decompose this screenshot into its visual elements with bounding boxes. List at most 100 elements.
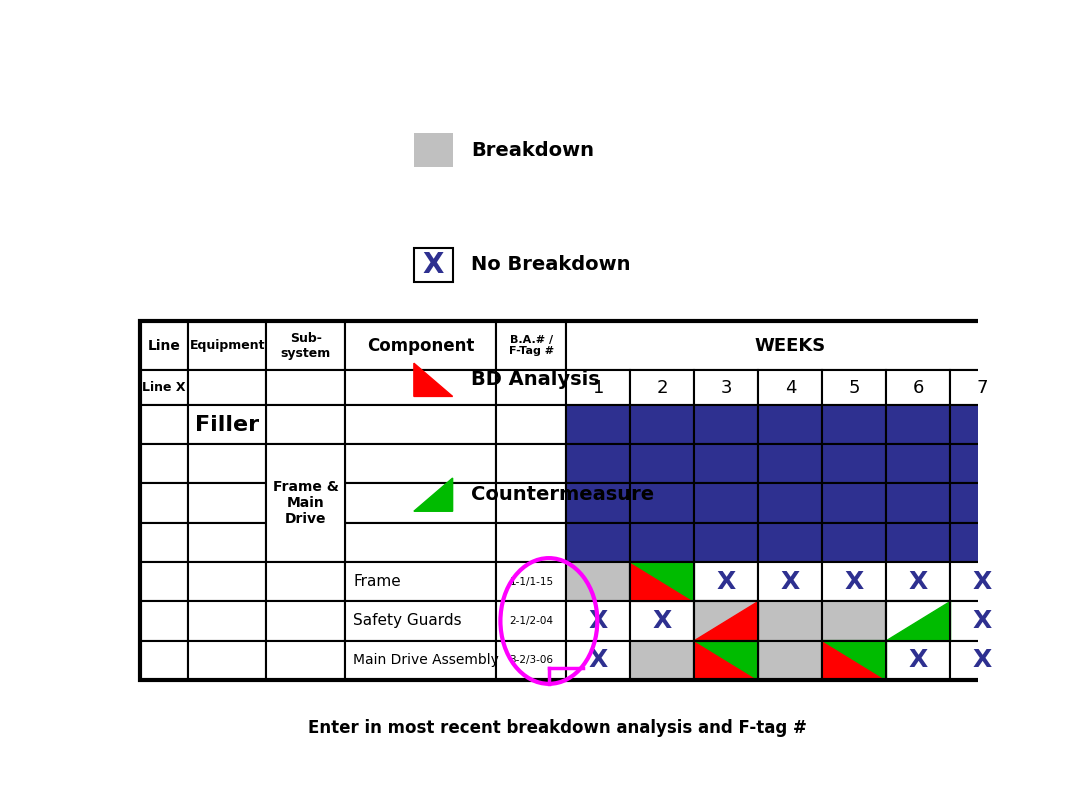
Bar — [950, 484, 1014, 523]
Bar — [695, 484, 759, 523]
Bar — [759, 484, 823, 523]
Bar — [887, 523, 950, 562]
Bar — [345, 405, 497, 444]
Polygon shape — [887, 601, 950, 641]
Text: Line X: Line X — [142, 382, 186, 394]
Bar — [140, 321, 188, 371]
Polygon shape — [630, 562, 695, 601]
Bar — [887, 601, 950, 641]
Text: 7: 7 — [977, 378, 988, 396]
Text: X: X — [973, 570, 992, 593]
Bar — [266, 444, 345, 562]
Bar — [695, 405, 759, 444]
Bar — [188, 523, 266, 562]
Bar — [566, 523, 630, 562]
Bar — [630, 484, 695, 523]
Text: Component: Component — [367, 337, 474, 355]
Text: 2-1/2-04: 2-1/2-04 — [510, 616, 553, 626]
Text: Countermeasure: Countermeasure — [471, 485, 654, 504]
Text: Line: Line — [148, 338, 180, 352]
Bar — [695, 444, 759, 484]
Text: X: X — [973, 609, 992, 633]
Polygon shape — [695, 641, 759, 680]
Text: Safety Guards: Safety Guards — [353, 614, 462, 629]
Text: Frame &
Main
Drive: Frame & Main Drive — [273, 480, 338, 526]
Bar — [950, 601, 1014, 641]
Bar — [140, 371, 188, 405]
Bar — [414, 248, 452, 282]
Text: X: X — [716, 570, 736, 593]
Text: 1: 1 — [592, 378, 604, 396]
Bar — [759, 562, 823, 601]
Text: X: X — [909, 570, 928, 593]
Text: X: X — [589, 609, 608, 633]
Bar — [188, 371, 266, 405]
Bar — [695, 523, 759, 562]
Text: Filler: Filler — [196, 414, 260, 435]
Bar — [566, 641, 630, 680]
Bar — [759, 601, 823, 641]
Bar — [887, 444, 950, 484]
Text: X: X — [780, 570, 800, 593]
Bar — [254, 709, 861, 747]
Bar — [188, 641, 266, 680]
Bar — [188, 601, 266, 641]
Bar — [266, 562, 345, 601]
Bar — [566, 405, 630, 444]
Bar — [887, 405, 950, 444]
Text: 6: 6 — [913, 378, 924, 396]
Bar — [266, 405, 345, 444]
Bar — [497, 444, 566, 484]
Bar — [630, 523, 695, 562]
Bar — [188, 562, 266, 601]
Polygon shape — [414, 363, 452, 396]
Bar — [497, 523, 566, 562]
Bar — [140, 523, 188, 562]
Bar — [140, 641, 188, 680]
Bar — [345, 484, 497, 523]
Bar — [345, 444, 497, 484]
Bar — [630, 562, 695, 601]
Bar — [950, 444, 1014, 484]
Text: X: X — [653, 609, 672, 633]
Text: X: X — [973, 648, 992, 672]
Polygon shape — [695, 641, 759, 680]
Bar — [140, 484, 188, 523]
Bar — [695, 641, 759, 680]
Bar — [566, 321, 1014, 371]
Text: Frame: Frame — [353, 574, 401, 590]
Text: 2: 2 — [657, 378, 669, 396]
Bar — [266, 321, 345, 371]
Bar — [497, 321, 566, 371]
Bar — [823, 641, 887, 680]
Bar — [266, 641, 345, 680]
Bar — [414, 133, 452, 166]
Text: B.A.# /
F-Tag #: B.A.# / F-Tag # — [509, 335, 554, 356]
Bar — [950, 641, 1014, 680]
Bar — [345, 371, 497, 405]
Text: 1-1/1-15: 1-1/1-15 — [510, 577, 553, 586]
Bar — [823, 444, 887, 484]
Bar — [345, 641, 497, 680]
Bar — [887, 601, 950, 641]
Bar — [695, 641, 759, 680]
Bar — [345, 562, 497, 601]
Bar — [695, 371, 759, 405]
Polygon shape — [630, 562, 695, 601]
Bar — [140, 321, 1014, 680]
Bar — [566, 601, 630, 641]
Text: 4: 4 — [785, 378, 796, 396]
Polygon shape — [414, 478, 452, 511]
Text: No Breakdown: No Breakdown — [471, 255, 630, 275]
Bar — [950, 523, 1014, 562]
Bar — [345, 321, 497, 371]
Bar — [695, 562, 759, 601]
Bar — [630, 405, 695, 444]
Bar — [823, 484, 887, 523]
Bar — [823, 523, 887, 562]
Bar — [823, 371, 887, 405]
Bar — [497, 405, 566, 444]
Bar — [950, 405, 1014, 444]
Bar — [630, 601, 695, 641]
Bar — [887, 484, 950, 523]
